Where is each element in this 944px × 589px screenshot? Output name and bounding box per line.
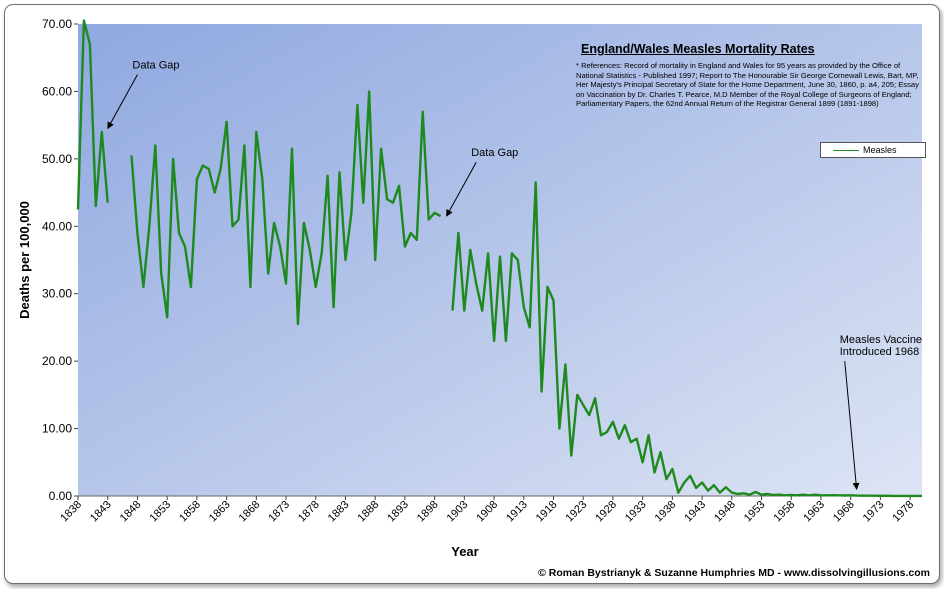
annotation-label: Measles Vaccine bbox=[840, 334, 922, 346]
title-box: England/Wales Measles Mortality Rates * … bbox=[576, 42, 926, 109]
annotation-arrow bbox=[844, 361, 860, 490]
x-tick-label: 1878 bbox=[296, 499, 322, 525]
y-tick-label: 60.00 bbox=[42, 84, 72, 98]
x-tick-label: 1843 bbox=[88, 499, 114, 525]
x-tick-label: 1943 bbox=[682, 499, 708, 525]
x-tick-label: 1948 bbox=[712, 499, 738, 525]
x-tick-label: 1858 bbox=[177, 499, 203, 525]
x-tick-label: 1918 bbox=[534, 499, 560, 525]
x-tick-label: 1898 bbox=[415, 499, 441, 525]
series-line-measles bbox=[451, 181, 922, 498]
x-tick-label: 1888 bbox=[356, 499, 382, 525]
x-tick-label: 1978 bbox=[890, 499, 916, 525]
x-tick-label: 1923 bbox=[564, 499, 590, 525]
annotation-label: Data Gap bbox=[471, 147, 518, 159]
x-tick-label: 1863 bbox=[207, 499, 233, 525]
chart-title: England/Wales Measles Mortality Rates bbox=[581, 42, 815, 56]
x-tick-label: 1973 bbox=[861, 499, 887, 525]
legend-swatch-measles bbox=[833, 149, 859, 151]
credit-line: © Roman Bystrianyk & Suzanne Humphries M… bbox=[538, 567, 930, 579]
x-axis-title: Year bbox=[451, 544, 478, 559]
y-tick-label: 10.00 bbox=[42, 422, 72, 436]
x-tick-label: 1853 bbox=[147, 499, 173, 525]
x-tick-label: 1968 bbox=[831, 499, 857, 525]
references-text: * References: Record of mortality in Eng… bbox=[576, 61, 919, 109]
x-tick-label: 1873 bbox=[266, 499, 292, 525]
measles-mortality-chart: 0.0010.0020.0030.0040.0050.0060.0070.00 … bbox=[17, 17, 922, 559]
y-tick-label: 50.00 bbox=[42, 152, 72, 166]
x-tick-label: 1938 bbox=[653, 499, 679, 525]
legend: Measles bbox=[820, 142, 926, 158]
x-tick-label: 1928 bbox=[593, 499, 619, 525]
x-tick-label: 1958 bbox=[772, 499, 798, 525]
x-tick-label: 1963 bbox=[801, 499, 827, 525]
x-tick-label: 1868 bbox=[237, 499, 263, 525]
x-tick-label: 1913 bbox=[504, 499, 530, 525]
annotation-label: Data Gap bbox=[132, 60, 179, 72]
chart-frame: 0.00 10.00 20.00 30.00 40.00 50.00 60.00 70.00 … bbox=[4, 4, 940, 584]
y-tick-label: 30.00 bbox=[42, 287, 72, 301]
y-tick-label: 20.00 bbox=[42, 354, 72, 368]
x-tick-label: 1903 bbox=[445, 499, 471, 525]
x-tick-label: 1933 bbox=[623, 499, 649, 525]
x-tick-label: 1953 bbox=[742, 499, 768, 525]
legend-label-measles: Measles bbox=[863, 145, 897, 155]
annotation-arrow bbox=[107, 74, 138, 130]
x-tick-label: 1848 bbox=[118, 499, 144, 525]
annotation-arrow bbox=[446, 161, 477, 217]
series-line-measles bbox=[76, 19, 109, 210]
annotation-label: Introduced 1968 bbox=[840, 346, 920, 358]
x-tick-label: 1883 bbox=[326, 499, 352, 525]
y-tick-label: 40.00 bbox=[42, 219, 72, 233]
y-axis-title: Deaths per 100,000 bbox=[17, 201, 32, 319]
x-tick-label: 1908 bbox=[474, 499, 500, 525]
x-tick-label: 1893 bbox=[385, 499, 411, 525]
y-tick-label: 0.00 bbox=[49, 489, 73, 503]
y-tick-label: 70.00 bbox=[42, 17, 72, 31]
series-line-measles bbox=[130, 90, 442, 326]
